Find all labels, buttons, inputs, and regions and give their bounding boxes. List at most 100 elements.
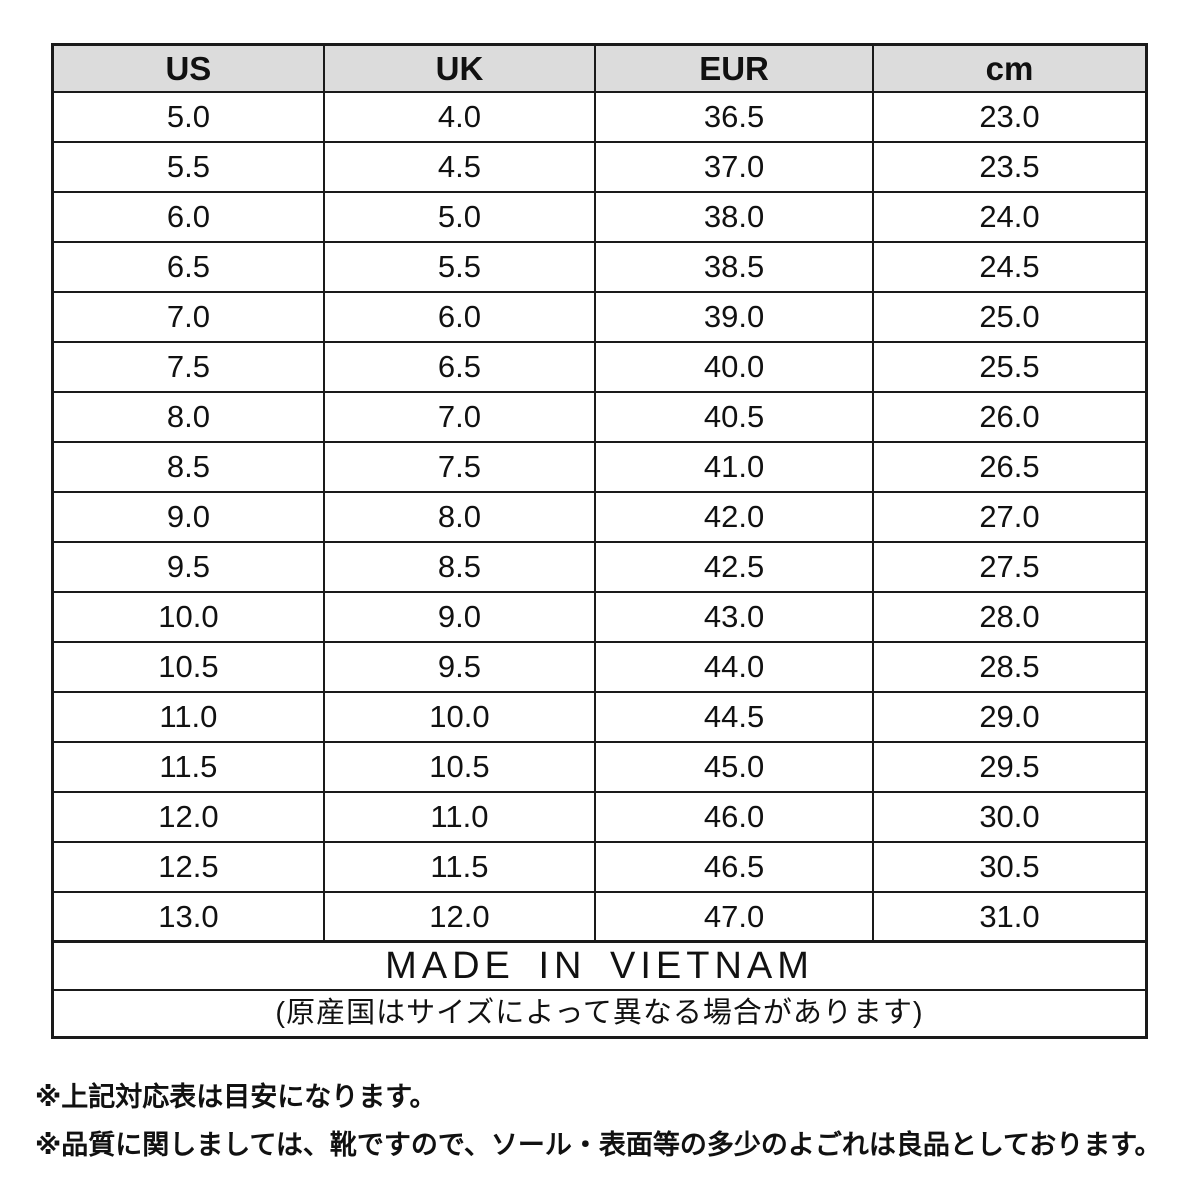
table-row: 9.5 8.5 42.5 27.5 [51,540,1148,593]
size-cell: 6.5 [322,340,597,393]
size-table-footer: MADE IN VIETNAM (原産国はサイズによって異なる場合があります) [51,940,1148,1039]
size-cell: 38.5 [594,240,874,293]
size-table-header: US UK EUR cm [51,43,1148,93]
size-cell: 29.5 [871,740,1148,793]
size-cell: 5.0 [51,90,325,143]
size-cell: 5.5 [322,240,597,293]
header-eur: EUR [594,43,874,93]
header-cm: cm [871,43,1148,93]
size-cell: 41.0 [594,440,874,493]
size-cell: 9.0 [322,590,597,643]
table-row: 10.5 9.5 44.0 28.5 [51,640,1148,693]
size-cell: 26.0 [871,390,1148,443]
footer-notes: ※上記対応表は目安になります。 ※品質に関しましては、靴ですので、ソール・表面等… [35,1084,1175,1159]
size-cell: 10.0 [322,690,597,743]
origin-note: (原産国はサイズによって異なる場合があります) [51,988,1148,1039]
size-cell: 39.0 [594,290,874,343]
size-cell: 8.0 [51,390,325,443]
size-cell: 44.0 [594,640,874,693]
size-cell: 11.0 [322,790,597,843]
size-cell: 11.5 [322,840,597,893]
table-row: 12.0 11.0 46.0 30.0 [51,790,1148,843]
size-cell: 23.0 [871,90,1148,143]
header-uk: UK [322,43,597,93]
header-us: US [51,43,325,93]
table-row: 11.0 10.0 44.5 29.0 [51,690,1148,743]
size-cell: 10.5 [51,640,325,693]
size-cell: 27.5 [871,540,1148,593]
size-cell: 4.0 [322,90,597,143]
size-cell: 6.5 [51,240,325,293]
size-cell: 46.5 [594,840,874,893]
size-cell: 13.0 [51,890,325,943]
size-cell: 46.0 [594,790,874,843]
size-cell: 44.5 [594,690,874,743]
table-row: 7.5 6.5 40.0 25.5 [51,340,1148,393]
size-cell: 5.5 [51,140,325,193]
size-cell: 28.0 [871,590,1148,643]
origin-label: MADE IN VIETNAM [51,940,1148,991]
size-cell: 8.5 [322,540,597,593]
size-cell: 23.5 [871,140,1148,193]
size-cell: 9.5 [322,640,597,693]
size-cell: 36.5 [594,90,874,143]
table-row: 6.5 5.5 38.5 24.5 [51,240,1148,293]
size-cell: 43.0 [594,590,874,643]
size-cell: 40.5 [594,390,874,443]
size-cell: 9.0 [51,490,325,543]
origin-row: MADE IN VIETNAM [51,940,1148,991]
table-row: 13.0 12.0 47.0 31.0 [51,890,1148,943]
size-cell: 8.5 [51,440,325,493]
size-cell: 4.5 [322,140,597,193]
size-cell: 45.0 [594,740,874,793]
note-guideline: ※上記対応表は目安になります。 [35,1082,437,1112]
size-cell: 7.5 [51,340,325,393]
size-cell: 31.0 [871,890,1148,943]
table-row: 11.5 10.5 45.0 29.5 [51,740,1148,793]
table-row: 7.0 6.0 39.0 25.0 [51,290,1148,343]
size-cell: 47.0 [594,890,874,943]
table-row: 6.0 5.0 38.0 24.0 [51,190,1148,243]
size-cell: 12.0 [51,790,325,843]
size-cell: 29.0 [871,690,1148,743]
size-cell: 11.0 [51,690,325,743]
size-cell: 30.5 [871,840,1148,893]
size-cell: 27.0 [871,490,1148,543]
size-cell: 30.0 [871,790,1148,843]
size-cell: 12.0 [322,890,597,943]
size-cell: 24.0 [871,190,1148,243]
header-row: US UK EUR cm [51,43,1148,93]
size-cell: 10.0 [51,590,325,643]
size-cell: 12.5 [51,840,325,893]
table-row: 12.5 11.5 46.5 30.5 [51,840,1148,893]
table-row: 5.0 4.0 36.5 23.0 [51,90,1148,143]
size-cell: 7.0 [322,390,597,443]
size-cell: 26.5 [871,440,1148,493]
size-cell: 8.0 [322,490,597,543]
size-cell: 42.0 [594,490,874,543]
size-cell: 37.0 [594,140,874,193]
size-cell: 10.5 [322,740,597,793]
size-cell: 40.0 [594,340,874,393]
table-row: 8.5 7.5 41.0 26.5 [51,440,1148,493]
table-row: 9.0 8.0 42.0 27.0 [51,490,1148,543]
size-cell: 11.5 [51,740,325,793]
table-row: 10.0 9.0 43.0 28.0 [51,590,1148,643]
size-table-body: 5.0 4.0 36.5 23.0 5.5 4.5 37.0 23.5 6.0 5.0 38.0 24… [51,90,1148,943]
size-cell: 7.5 [322,440,597,493]
size-cell: 9.5 [51,540,325,593]
size-conversion-table: US UK EUR cm 5.0 4.0 36.5 23.0 5.5 4.5 37.0 23.… [51,43,1148,1039]
table-row: 5.5 4.5 37.0 23.5 [51,140,1148,193]
size-cell: 6.0 [51,190,325,243]
size-cell: 7.0 [51,290,325,343]
size-cell: 25.0 [871,290,1148,343]
size-cell: 38.0 [594,190,874,243]
size-cell: 5.0 [322,190,597,243]
size-cell: 42.5 [594,540,874,593]
size-cell: 25.5 [871,340,1148,393]
note-quality: ※品質に関しましては、靴ですので、ソール・表面等の多少のよごれは良品としておりま… [35,1130,1162,1160]
table-row: 8.0 7.0 40.5 26.0 [51,390,1148,443]
size-cell: 24.5 [871,240,1148,293]
size-cell: 6.0 [322,290,597,343]
origin-note-row: (原産国はサイズによって異なる場合があります) [51,988,1148,1039]
